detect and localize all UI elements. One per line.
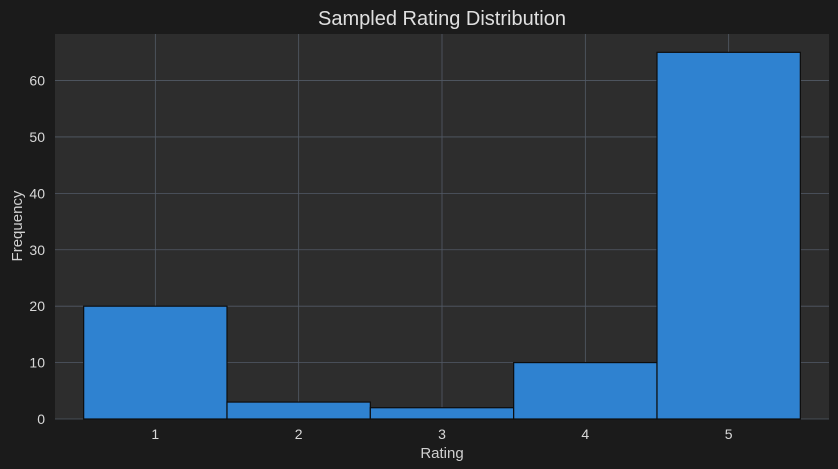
y-tick-labels: 0 10 20 30 40 50 60 — [29, 73, 45, 427]
bar-rating-4 — [513, 361, 658, 420]
bar-rating-2 — [226, 401, 371, 420]
bar-rating-1 — [83, 305, 228, 420]
x-tick-label: 3 — [438, 426, 446, 442]
y-tick-label: 60 — [29, 73, 45, 89]
y-tick-label: 0 — [37, 411, 45, 427]
x-tick-label: 5 — [725, 426, 733, 442]
y-tick-label: 10 — [29, 355, 45, 371]
x-tick-label: 4 — [581, 426, 589, 442]
y-tick-label: 40 — [29, 185, 45, 201]
x-axis-label: Rating — [420, 445, 463, 462]
x-tick-label: 1 — [151, 426, 159, 442]
y-axis-label: Frequency — [9, 190, 26, 261]
chart-title: Sampled Rating Distribution — [318, 8, 566, 30]
bar-rating-3 — [369, 407, 515, 420]
x-tick-labels: 1 2 3 4 5 — [151, 426, 732, 442]
y-tick-label: 30 — [29, 242, 45, 258]
y-tick-label: 50 — [29, 129, 45, 145]
x-tick-label: 2 — [295, 426, 303, 442]
y-tick-label: 20 — [29, 298, 45, 314]
bar-rating-5 — [656, 51, 801, 420]
bars — [83, 51, 801, 420]
